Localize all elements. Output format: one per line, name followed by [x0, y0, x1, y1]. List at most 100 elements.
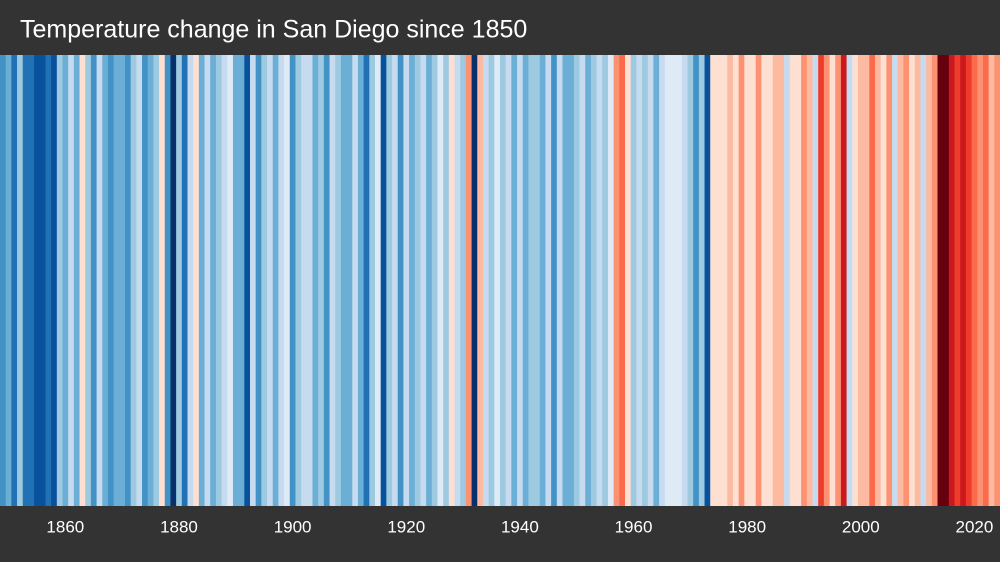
stripe: [369, 55, 376, 506]
stripe: [11, 55, 18, 506]
stripe: [278, 55, 285, 506]
stripe: [636, 55, 643, 506]
stripe: [784, 55, 791, 506]
stripe: [482, 55, 490, 506]
stripe: [585, 55, 592, 506]
stripe: [551, 55, 558, 506]
stripe: [0, 55, 7, 506]
stripe: [732, 55, 740, 506]
stripe: [880, 55, 887, 506]
stripe: [261, 55, 268, 506]
stripe: [914, 55, 921, 506]
stripe: [460, 55, 467, 506]
stripe: [45, 55, 52, 506]
stripe: [909, 55, 916, 506]
stripe: [642, 55, 649, 506]
stripe: [687, 55, 694, 506]
stripe: [22, 55, 29, 506]
stripe: [897, 55, 904, 506]
stripe: [590, 55, 597, 506]
x-tick-label: 1860: [46, 517, 84, 536]
stripe: [147, 55, 154, 506]
stripe: [198, 55, 205, 506]
stripe: [511, 55, 518, 506]
stripe: [852, 55, 859, 506]
stripe: [954, 55, 961, 506]
stripe: [340, 55, 347, 506]
stripe: [619, 55, 626, 506]
stripe: [68, 55, 75, 506]
stripe: [62, 55, 69, 506]
stripe: [454, 55, 461, 506]
stripe: [755, 55, 762, 506]
stripe: [380, 55, 387, 506]
stripe: [789, 55, 796, 506]
stripe: [670, 55, 677, 506]
stripe: [187, 55, 194, 506]
stripe: [227, 55, 234, 506]
stripe: [840, 55, 847, 506]
stripe: [79, 55, 86, 506]
chart-title: Temperature change in San Diego since 18…: [20, 16, 527, 44]
stripe: [653, 55, 660, 506]
stripe: [386, 55, 393, 506]
stripe: [727, 55, 734, 506]
stripe: [357, 55, 365, 506]
stripe: [96, 55, 103, 506]
stripe: [193, 55, 200, 506]
stripe: [994, 55, 1000, 506]
stripe: [863, 55, 870, 506]
stripe: [409, 55, 416, 506]
x-tick-label: 1960: [615, 517, 653, 536]
stripe: [982, 55, 990, 506]
stripe: [545, 55, 552, 506]
stripe: [346, 55, 353, 506]
stripe: [420, 55, 427, 506]
stripe: [397, 55, 404, 506]
stripe: [539, 55, 546, 506]
x-tick-label: 1940: [501, 517, 539, 536]
stripe: [164, 55, 171, 506]
stripe: [28, 55, 35, 506]
stripe: [778, 55, 785, 506]
stripe: [522, 55, 529, 506]
stripe: [857, 55, 865, 506]
x-tick-label: 2020: [956, 517, 994, 536]
stripe: [562, 55, 569, 506]
stripe: [426, 55, 433, 506]
x-tick-label: 2000: [842, 517, 880, 536]
stripe: [181, 55, 188, 506]
stripe: [886, 55, 893, 506]
stripe: [801, 55, 808, 506]
stripe: [875, 55, 882, 506]
stripe: [73, 55, 80, 506]
stripe: [255, 55, 262, 506]
stripe: [818, 55, 825, 506]
stripe: [988, 55, 995, 506]
stripe: [267, 55, 274, 506]
x-tick-label: 1980: [728, 517, 766, 536]
stripe: [795, 55, 802, 506]
stripe: [90, 55, 97, 506]
stripe: [301, 55, 308, 506]
stripe: [176, 55, 183, 506]
stripe: [750, 55, 757, 506]
stripe: [244, 55, 251, 506]
stripe: [664, 55, 671, 506]
stripe: [892, 55, 899, 506]
stripe: [693, 55, 700, 506]
stripe: [329, 55, 336, 506]
stripe: [306, 55, 313, 506]
stripe: [920, 55, 927, 506]
stripe: [846, 55, 853, 506]
stripe: [136, 55, 143, 506]
stripe: [704, 55, 711, 506]
stripe: [721, 55, 728, 506]
stripe: [107, 55, 115, 506]
stripe: [761, 55, 768, 506]
stripe: [596, 55, 603, 506]
stripe: [221, 55, 228, 506]
stripe: [505, 55, 512, 506]
stripe: [681, 55, 688, 506]
